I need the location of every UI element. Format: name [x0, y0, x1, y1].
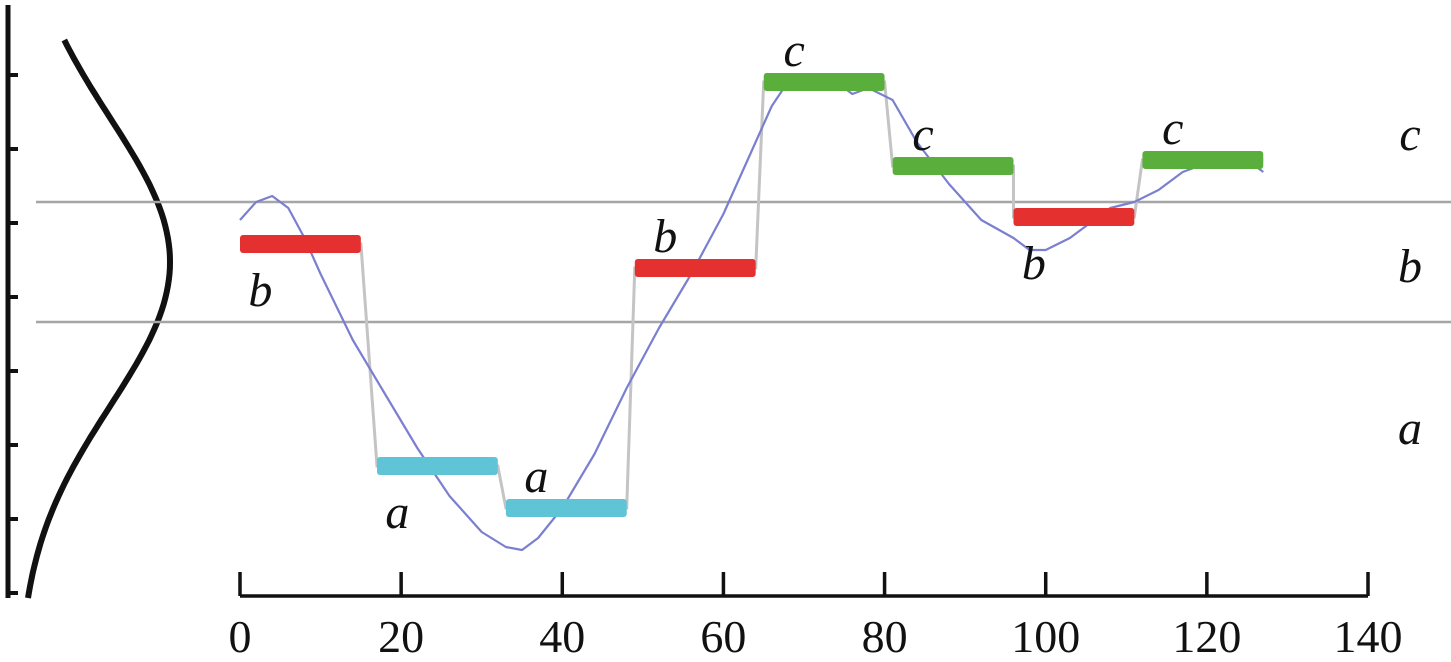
threshold-lines — [36, 200, 1451, 324]
x-tick-label: 0 — [229, 611, 252, 662]
x-tick-label: 120 — [1172, 611, 1241, 662]
distribution-curve — [25, 38, 174, 599]
band-label-c: c — [1399, 108, 1420, 161]
distribution-panel — [5, 5, 174, 599]
segment-label: c — [1162, 102, 1183, 155]
signal-series — [239, 74, 1264, 552]
symbol-segments — [240, 73, 1264, 517]
segment-label: c — [783, 24, 804, 77]
segment-labels: b a a b c c b c — [248, 24, 1183, 539]
segment-label: b — [1022, 237, 1046, 290]
x-tick-label: 60 — [700, 611, 746, 662]
signal-line — [239, 74, 1264, 552]
segment-a — [505, 499, 627, 517]
x-tick-label: 140 — [1334, 611, 1403, 662]
x-axis: 0 20 40 60 80 100 120 140 — [229, 572, 1403, 662]
segment-c — [1142, 151, 1264, 169]
segment-b — [634, 259, 756, 277]
segment-label: b — [653, 210, 677, 263]
segment-b — [1013, 208, 1135, 226]
x-tick-label: 100 — [1011, 611, 1080, 662]
segment-label: a — [524, 450, 548, 503]
segment-b — [240, 235, 361, 253]
segment-label: a — [385, 486, 409, 539]
x-tick-label: 80 — [862, 611, 908, 662]
band-label-a: a — [1398, 402, 1422, 455]
segment-a — [376, 457, 498, 475]
step-connectors — [240, 80, 1264, 510]
segment-label: b — [248, 264, 272, 317]
segment-c — [892, 157, 1014, 175]
x-tick-label: 40 — [539, 611, 585, 662]
band-label-b: b — [1398, 240, 1422, 293]
segment-c — [763, 73, 885, 91]
x-tick-label: 20 — [378, 611, 424, 662]
band-labels: c b a — [1398, 108, 1422, 455]
step-path — [240, 80, 1264, 510]
segment-label: c — [912, 108, 933, 161]
